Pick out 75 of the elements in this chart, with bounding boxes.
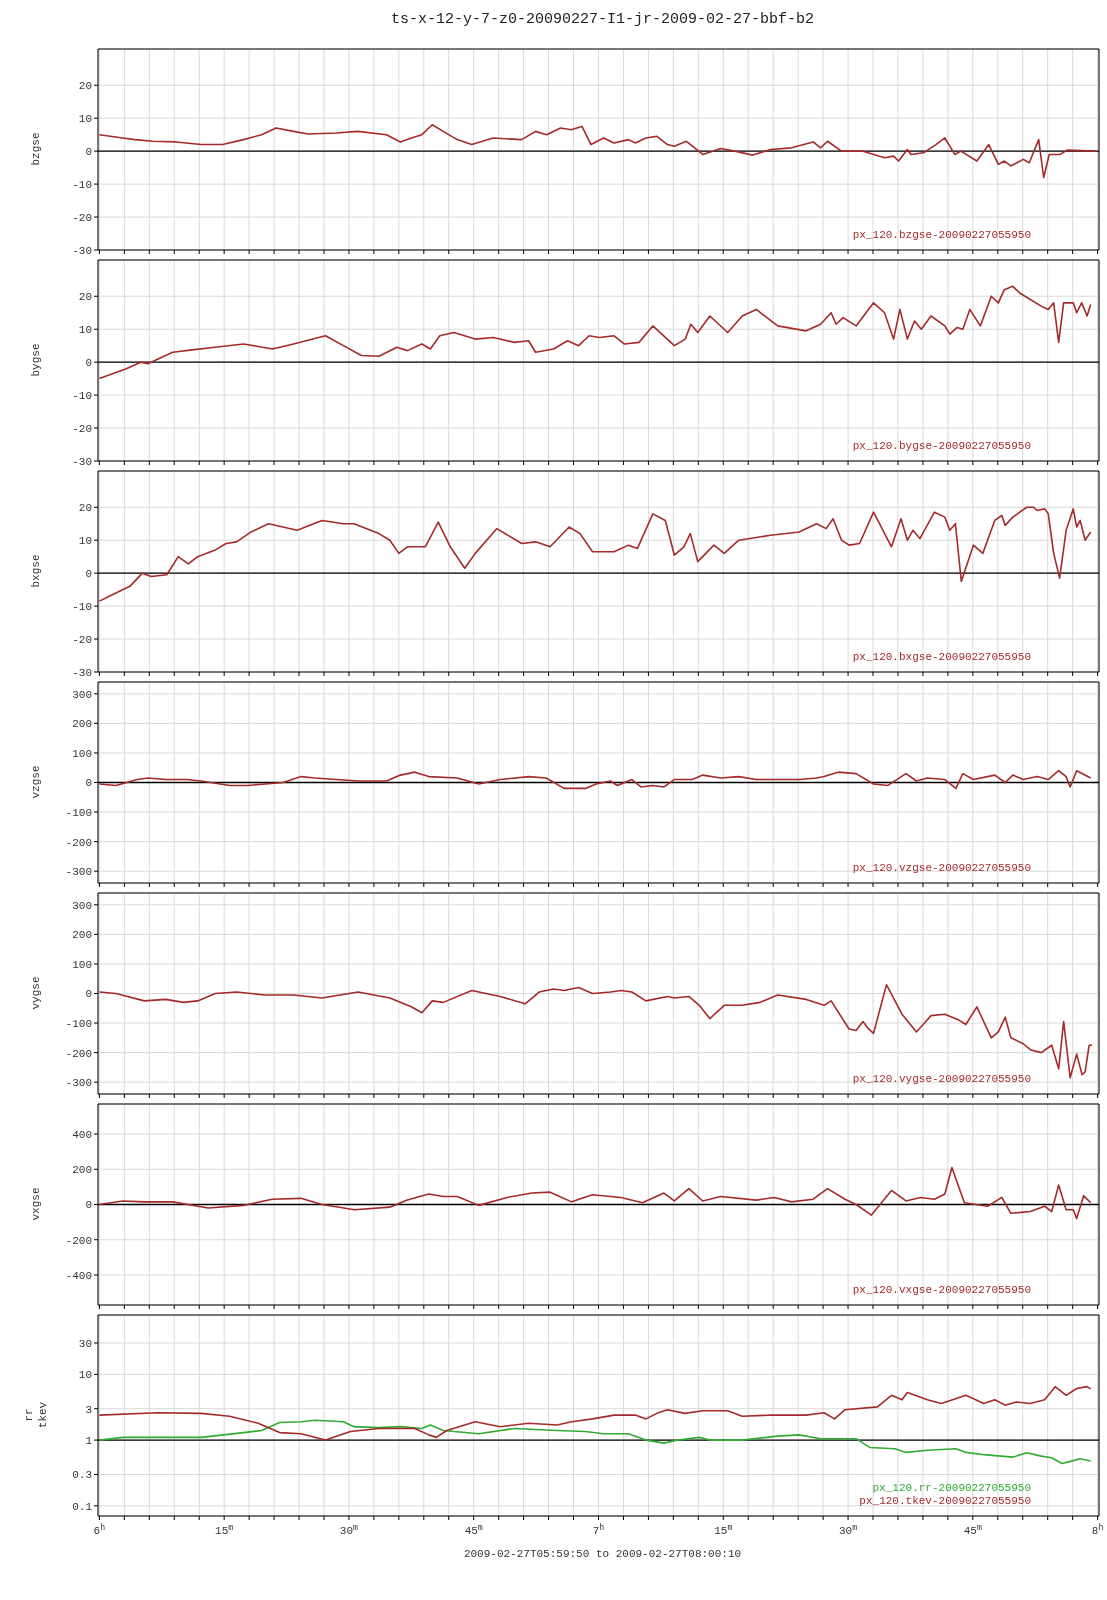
y-axis-title: vzgse [29,765,43,799]
y-tick-label: -10 [72,179,92,191]
annotation: px_120.bxgse-20090227055950 [852,651,1031,664]
x-axis-title: 2009-02-27T05:59:50 to 2009-02-27T08:00:10 [462,1548,743,1560]
y-tick-label: 300 [72,899,92,912]
y-axis-title: bxgse [29,554,43,588]
y-tick-label: -100 [65,806,92,819]
x-tick-label: 7$^{h}$ [592,1522,605,1537]
line-series [98,506,1092,602]
y-tick-label: 100 [72,747,92,760]
y-tick-label: 10 [78,113,92,126]
y-tick-label: 0 [85,988,92,1001]
line-series [98,1166,1092,1220]
y-tick-label: -200 [65,836,92,849]
y-tick-label: 20 [78,502,92,515]
y-tick-label: -10 [72,390,92,402]
y-tick-label: 3 [85,1403,92,1416]
y-tick-label: 20 [78,80,92,93]
x-tick-label: 15$^{m}$ [215,1522,234,1537]
line-series [98,1385,1092,1441]
y-tick-label: 100 [72,958,92,971]
y-tick-label: -20 [72,633,92,646]
y-tick-label: 0 [85,777,92,790]
y-tick-label: 0 [85,357,92,370]
y-tick-label: -400 [65,1269,92,1282]
y-tick-label: -20 [72,422,92,435]
annotation: px_120.rr-20090227055950 [872,1482,1031,1495]
y-tick-label: -30 [72,666,92,679]
y-tick-label: -10 [72,601,92,613]
x-tick-label: 15$^{m}$ [714,1522,733,1537]
y-tick-label: 0.3 [72,1469,92,1482]
y-axis-title: rr tkev [22,1401,50,1429]
annotation: px_120.tkev-20090227055950 [859,1495,1031,1508]
y-axis-title: bzgse [29,132,43,166]
annotation: px_120.vxgse-20090227055950 [852,1284,1031,1297]
y-tick-label: -20 [72,211,92,224]
annotation: px_120.vzgse-20090227055950 [852,862,1031,875]
y-tick-label: 400 [72,1128,92,1141]
y-tick-label: 300 [72,688,92,701]
y-tick-label: -200 [65,1234,92,1247]
annotation: px_120.vygse-20090227055950 [852,1073,1031,1086]
annotation: px_120.bzgse-20090227055950 [852,229,1031,242]
line-series [98,769,1092,790]
y-tick-label: 20 [78,291,92,304]
y-tick-label: 0 [85,1199,92,1212]
y-tick-label: -300 [65,866,92,879]
x-tick-label: 30$^{m}$ [339,1522,359,1537]
x-tick-label: 45$^{m}$ [464,1522,483,1537]
y-tick-label: 10 [78,324,92,337]
line-series [98,1419,1092,1465]
line-series [98,285,1092,380]
x-tick-label: 6$^{h}$ [93,1522,106,1537]
y-tick-label: 10 [78,1369,92,1382]
y-tick-label: -30 [72,244,92,257]
y-tick-label: -30 [72,455,92,468]
x-tick-label: 45$^{m}$ [963,1522,982,1537]
y-tick-label: 1 [85,1434,93,1447]
y-tick-label: 200 [72,718,92,731]
y-tick-label: -300 [65,1077,92,1090]
chart-title: ts-x-12-y-7-z0-20090227-I1-jr-2009-02-27-bbf-b2 [389,10,816,30]
y-tick-label: 10 [78,535,92,548]
y-tick-label: -200 [65,1047,92,1060]
y-axis-title: vygse [29,976,43,1010]
x-tick-label: 8$^{h}$ [1091,1522,1104,1537]
y-tick-label: 30 [78,1337,92,1350]
y-tick-label: 200 [72,929,92,942]
y-axis-title: vxgse [29,1187,43,1221]
y-tick-label: 200 [72,1164,92,1177]
y-axis-title: bygse [29,343,43,377]
y-tick-label: 0.1 [72,1500,93,1513]
y-tick-label: 0 [85,568,92,581]
annotation: px_120.bygse-20090227055950 [852,440,1031,453]
x-tick-label: 30$^{m}$ [838,1522,858,1537]
y-tick-label: 0 [85,146,92,159]
y-tick-label: -100 [65,1017,92,1030]
